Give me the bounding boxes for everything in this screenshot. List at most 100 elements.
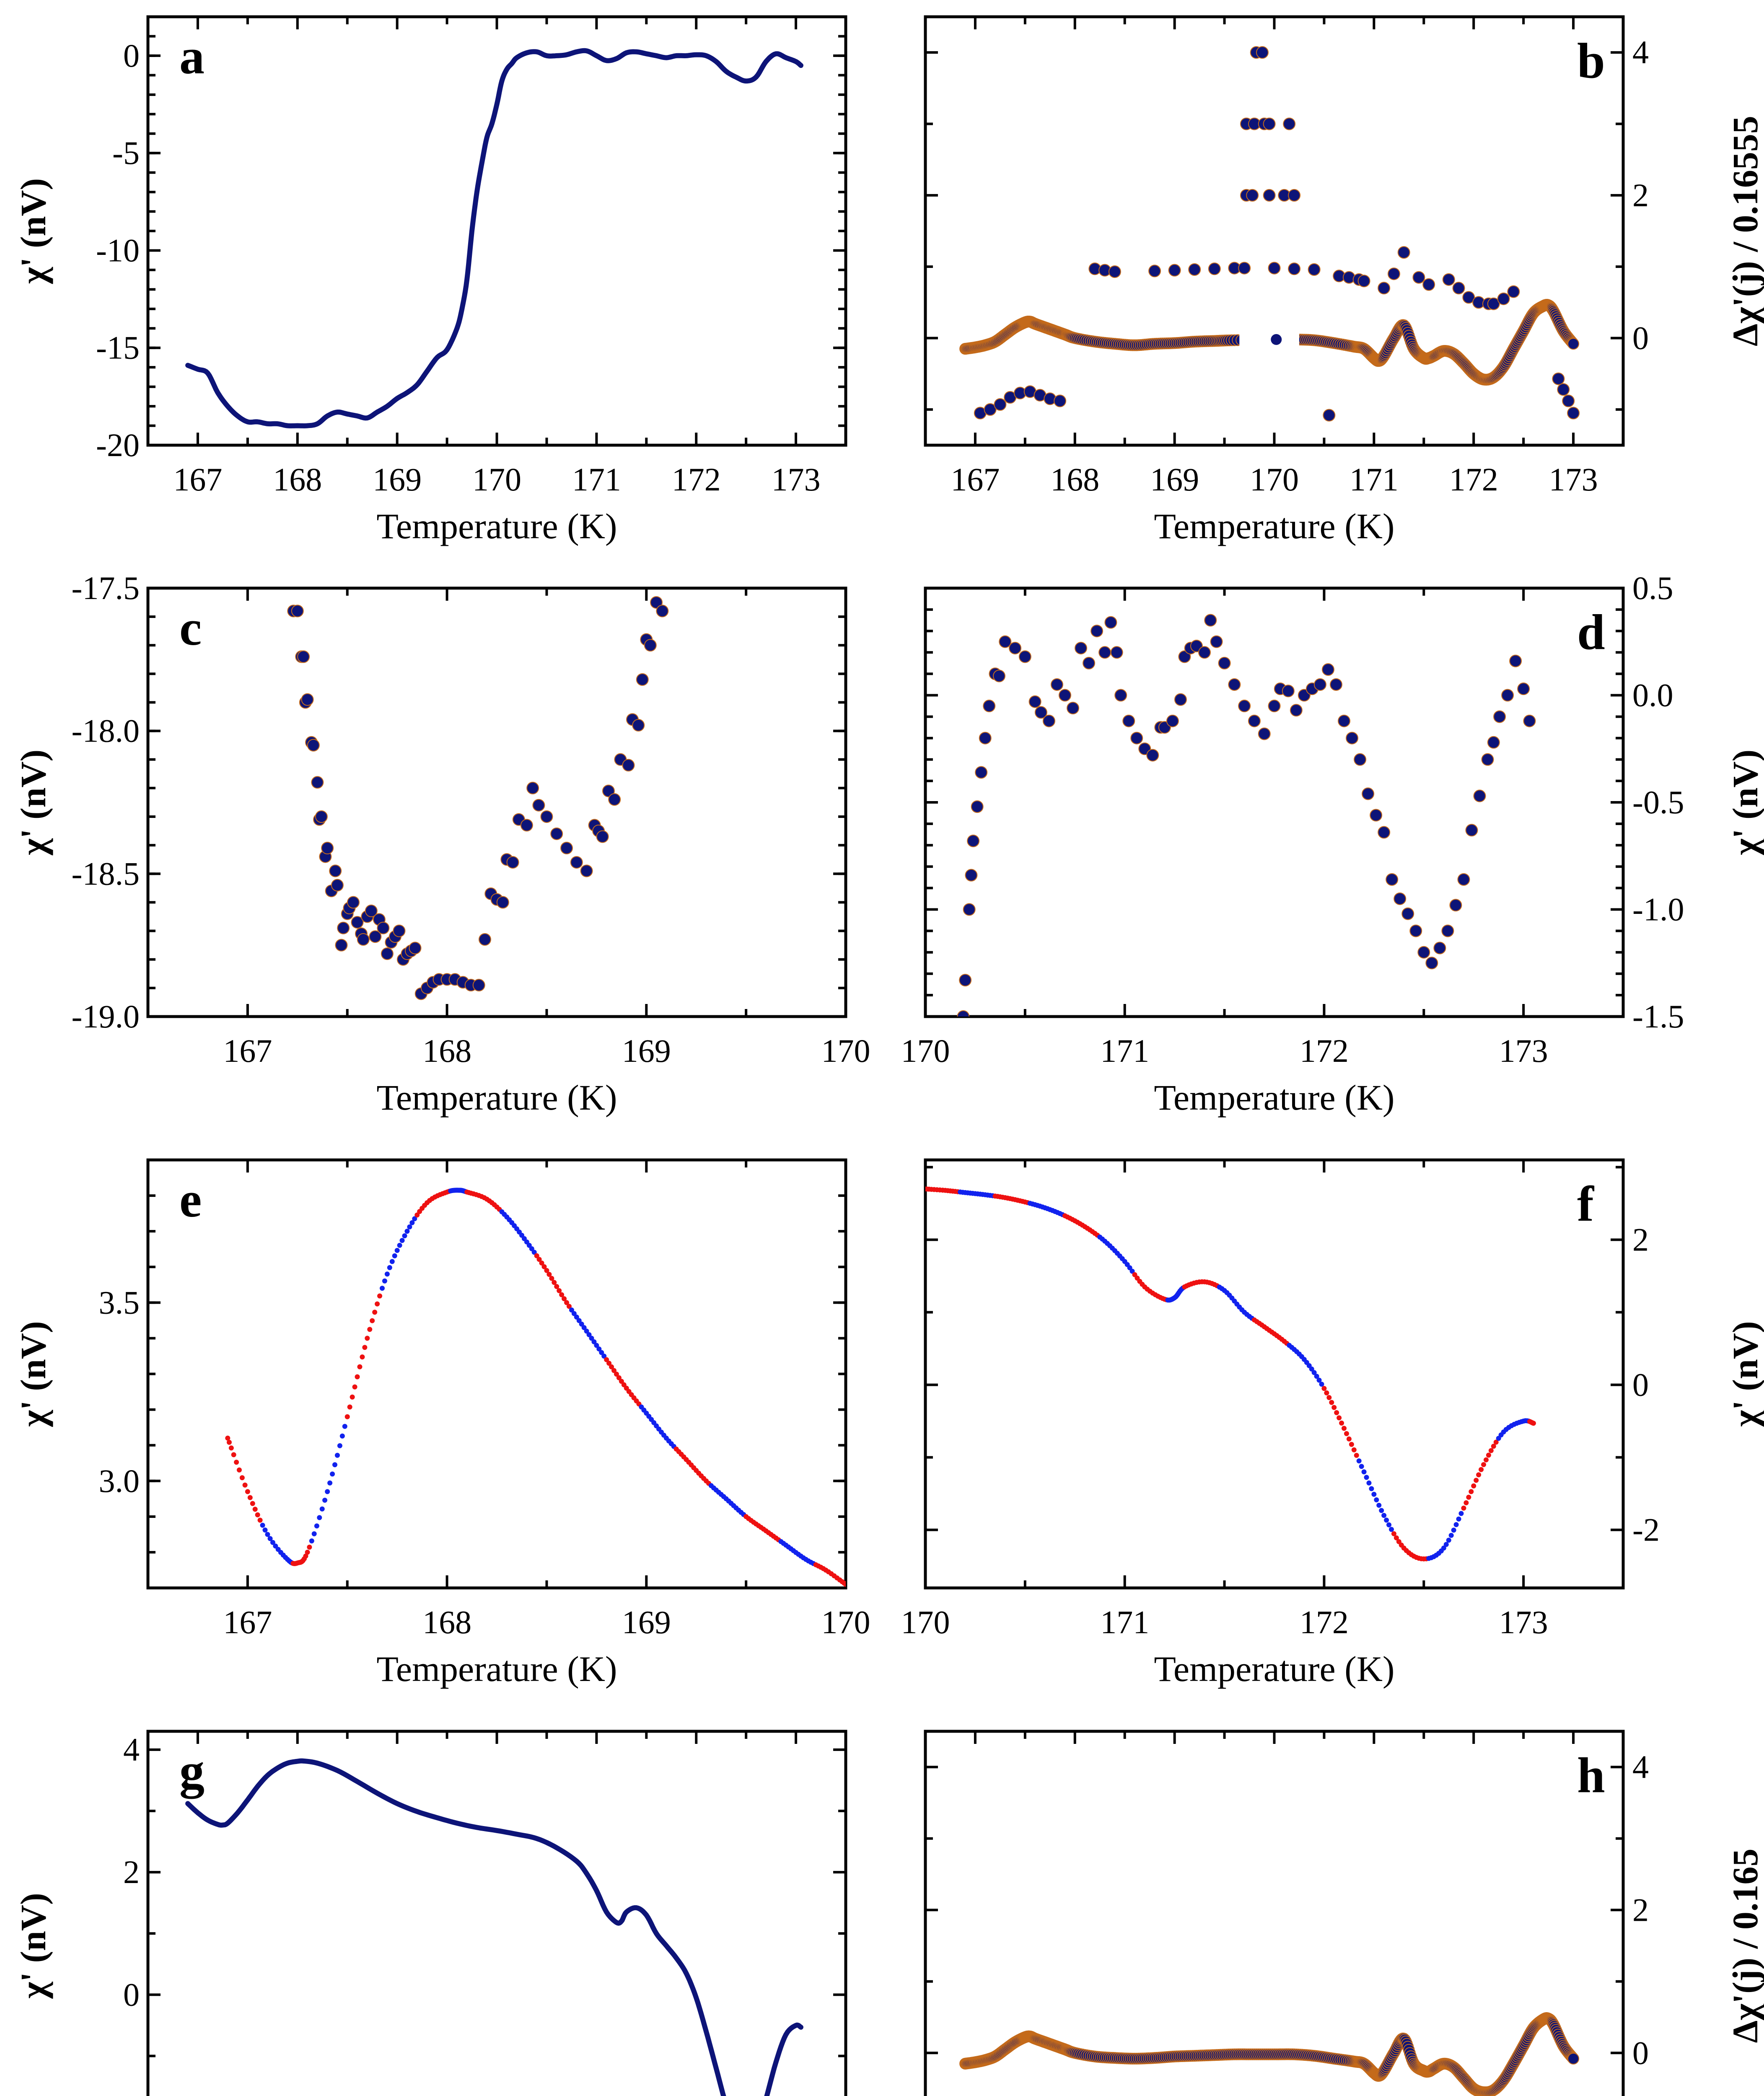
- data-point: [594, 1343, 599, 1348]
- data-point: [1258, 727, 1271, 740]
- data-point: [616, 1375, 622, 1380]
- data-point: [1481, 753, 1494, 766]
- x-tick-label: 173: [1499, 1604, 1548, 1640]
- y-axis-label: Δχ'(j) / 0.16555: [1725, 116, 1764, 346]
- data-point: [1387, 267, 1400, 280]
- data-point: [994, 398, 1007, 411]
- data-point: [372, 1310, 378, 1315]
- y-tick-label: 4: [1632, 34, 1649, 70]
- x-tick-label: 172: [1449, 461, 1498, 498]
- y-tick-label: -2: [1632, 1512, 1660, 1548]
- data-point: [1114, 689, 1127, 702]
- data-point: [255, 1512, 260, 1518]
- data-point: [1009, 642, 1022, 655]
- data-point: [644, 639, 657, 652]
- x-tick-label: 170: [901, 1032, 950, 1069]
- x-axis-label: Temperature (K): [376, 1077, 617, 1118]
- series-line-chi-prime: [185, 48, 803, 428]
- data-point: [394, 1248, 400, 1253]
- x-tick-label: 173: [1549, 461, 1598, 498]
- x-tick-label: 168: [1050, 461, 1099, 498]
- data-point: [1248, 714, 1261, 727]
- data-point: [234, 1460, 239, 1465]
- data-point: [1567, 2052, 1580, 2065]
- data-point: [1378, 826, 1391, 839]
- data-point: [1238, 700, 1251, 713]
- data-point: [520, 819, 533, 832]
- data-point: [550, 827, 563, 840]
- data-point: [1075, 642, 1088, 655]
- data-point: [1486, 1453, 1491, 1458]
- data-point: [1018, 650, 1031, 663]
- data-point: [382, 1278, 387, 1284]
- data-point: [387, 1265, 392, 1270]
- x-tick-label: 170: [821, 1604, 870, 1640]
- data-point: [1567, 338, 1580, 350]
- x-tick-label: 170: [1250, 461, 1299, 498]
- data-point: [345, 1414, 350, 1419]
- data-point: [377, 921, 390, 934]
- data-point: [339, 1433, 345, 1439]
- data-point: [352, 1384, 357, 1390]
- data-point: [636, 673, 649, 686]
- data-point: [967, 834, 980, 847]
- data-point: [1263, 117, 1276, 130]
- data-point: [549, 1276, 554, 1281]
- y-tick-label: 0: [1632, 1366, 1649, 1403]
- data-point: [370, 1318, 375, 1323]
- data-point: [226, 1440, 232, 1445]
- data-point: [581, 1325, 587, 1330]
- data-point: [611, 1368, 616, 1373]
- data-point: [1188, 263, 1201, 276]
- data-point: [329, 864, 342, 877]
- data-point: [1110, 646, 1123, 659]
- data-point: [1461, 1505, 1466, 1511]
- data-point: [1308, 263, 1321, 276]
- data-point: [1129, 1268, 1135, 1274]
- data-point: [1462, 291, 1475, 304]
- data-point: [1394, 1535, 1399, 1541]
- panel-c: 167 168 169 170 -19.0 -18.5 -18.0 -17.5 Temperat…: [13, 570, 870, 1118]
- data-point: [496, 896, 509, 909]
- y-tick-label: -1.5: [1632, 998, 1684, 1035]
- plot-frame: [146, 1158, 847, 1590]
- data-point: [351, 916, 364, 929]
- data-point: [963, 903, 976, 916]
- data-point: [225, 1435, 231, 1441]
- data-point: [596, 830, 609, 843]
- data-point: [267, 1536, 273, 1541]
- data-point: [586, 1332, 592, 1337]
- data-point: [957, 1010, 970, 1017]
- data-point: [1458, 1511, 1464, 1516]
- data-point: [1476, 1472, 1482, 1478]
- data-point: [622, 759, 635, 772]
- data-point: [1422, 278, 1435, 291]
- data-point: [321, 842, 334, 855]
- data-point: [971, 800, 984, 813]
- data-point: [560, 842, 573, 855]
- data-point: [1098, 646, 1111, 659]
- data-point: [1178, 650, 1191, 663]
- data-point: [375, 1301, 380, 1307]
- data-point: [1509, 654, 1522, 667]
- data-point: [1369, 1486, 1374, 1492]
- x-tick-label: 169: [1150, 461, 1199, 498]
- panel-f: 170 171 172 173 -2 0 2 Temperature (K) χ' (nV) f: [901, 1158, 1764, 1689]
- data-point: [317, 1515, 322, 1520]
- data-point: [355, 1374, 360, 1380]
- y-tick-label: 0.0: [1632, 677, 1673, 713]
- data-point: [591, 1339, 597, 1344]
- data-point: [1337, 1415, 1342, 1421]
- data-point: [357, 1364, 363, 1370]
- y-tick-label: -18.0: [72, 713, 140, 749]
- data-point: [247, 1495, 253, 1500]
- data-point: [584, 1328, 589, 1334]
- data-point: [532, 799, 545, 812]
- data-point: [347, 896, 360, 909]
- data-point: [1346, 1436, 1352, 1442]
- y-axis-label: χ' (nV): [1725, 750, 1764, 856]
- data-point: [601, 1353, 607, 1359]
- y-tick-label: -15: [96, 329, 140, 366]
- data-point: [566, 1304, 572, 1309]
- data-point: [1446, 1538, 1451, 1543]
